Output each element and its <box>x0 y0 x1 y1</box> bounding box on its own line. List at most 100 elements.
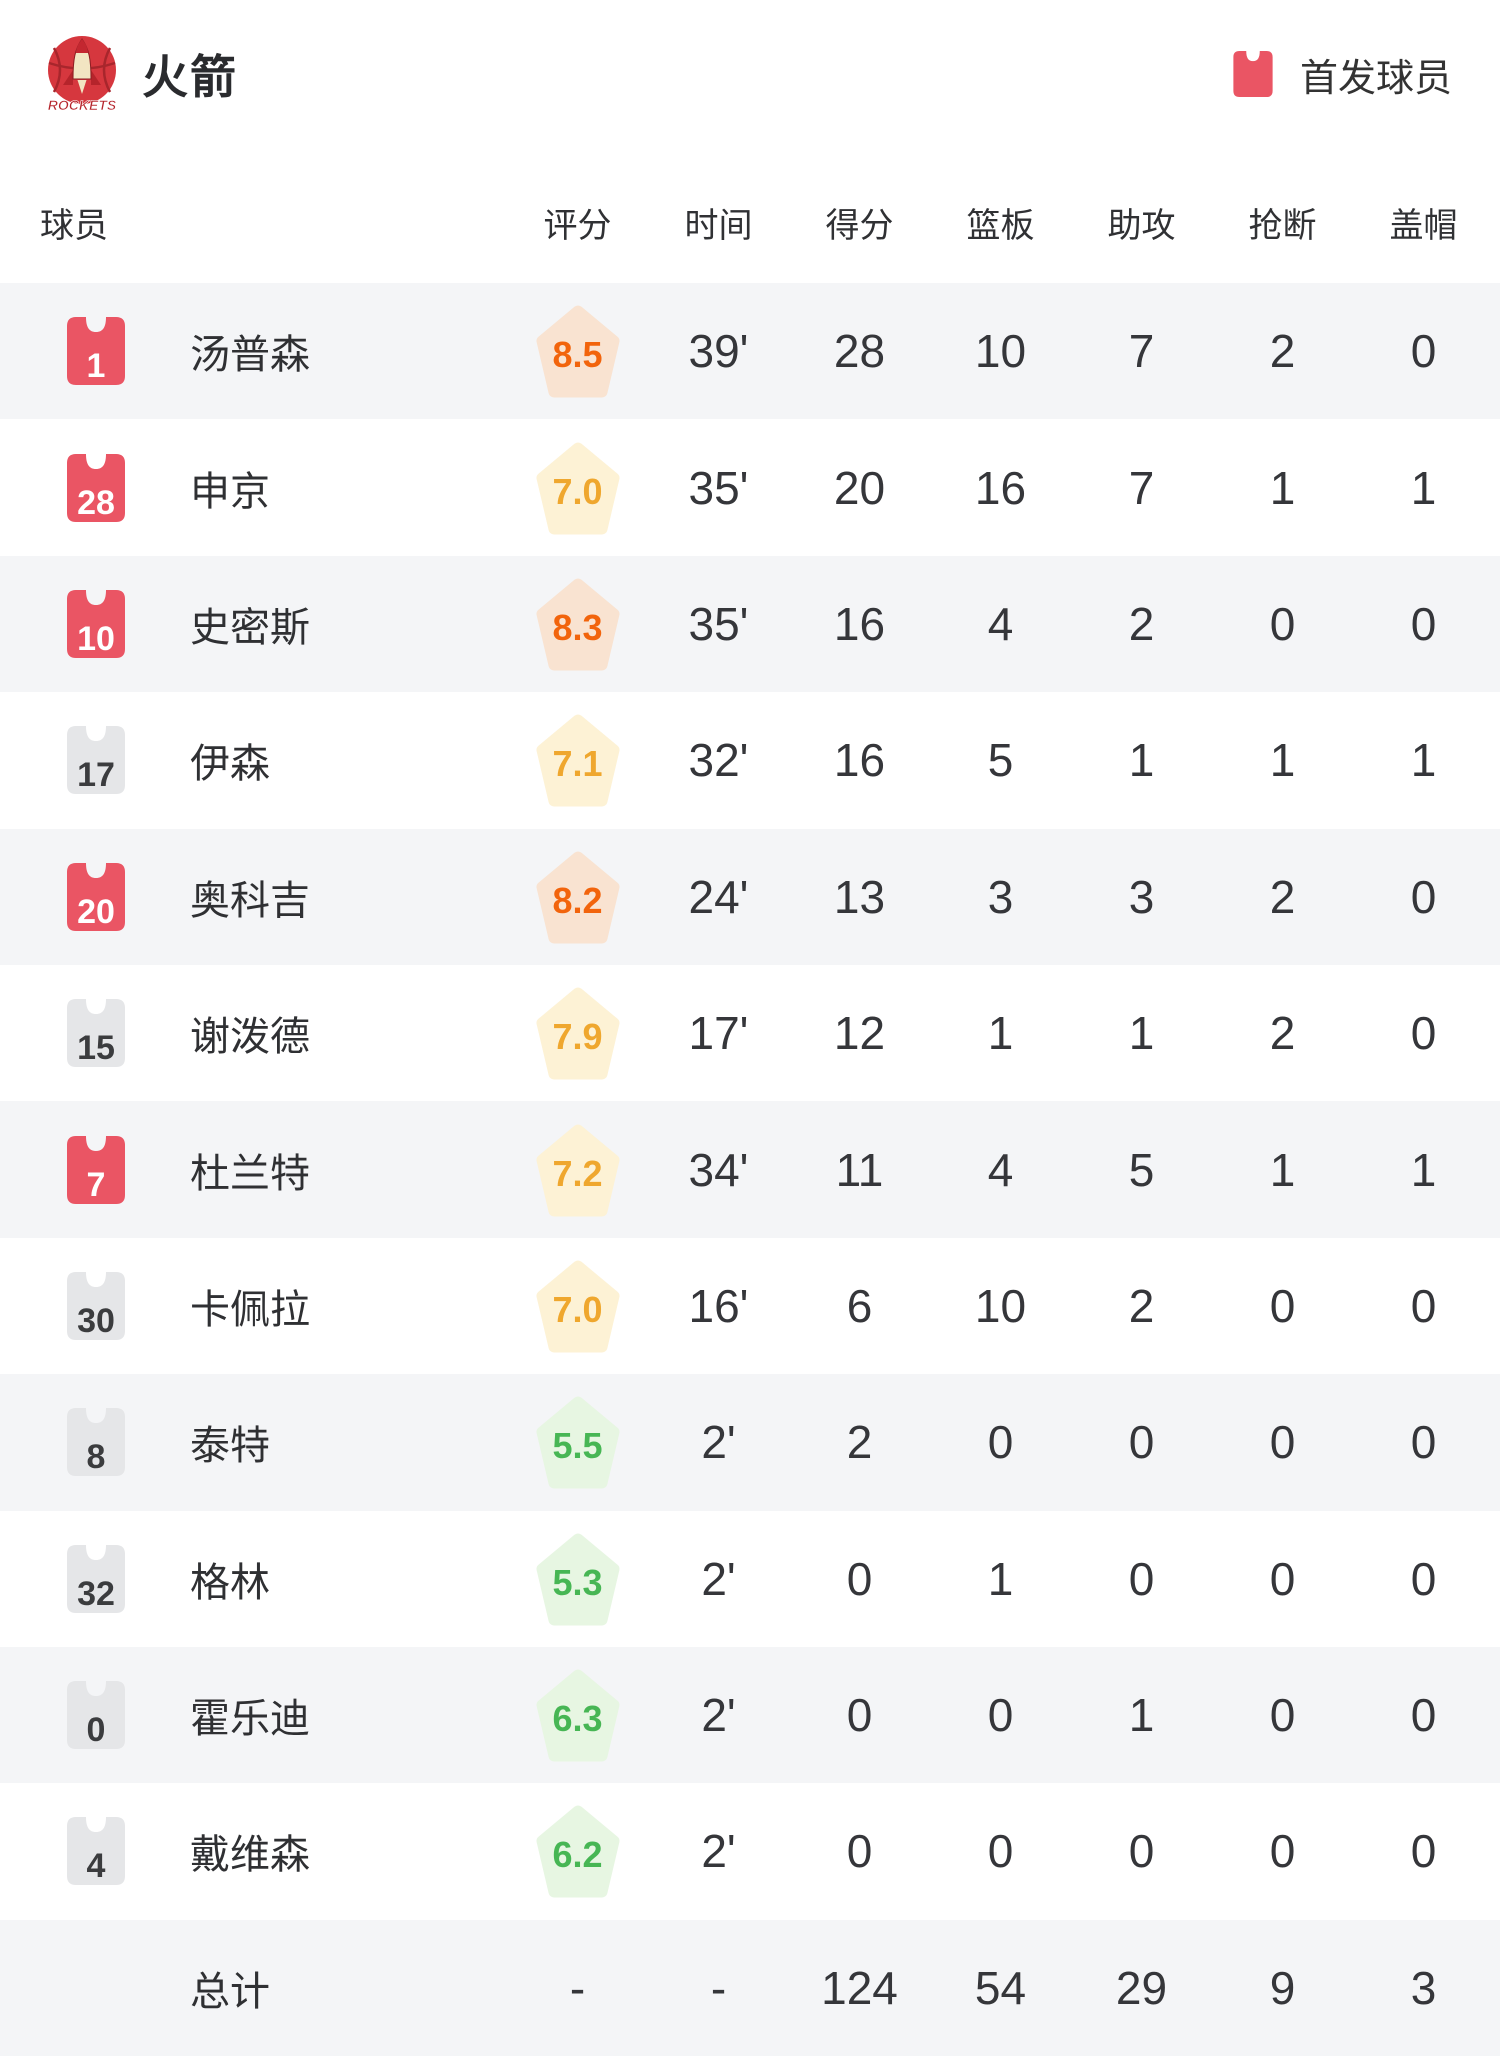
blocks-value: 0 <box>1410 1689 1437 1742</box>
player-name: 谢泼德 <box>190 1015 310 1060</box>
steals-value: 0 <box>1269 1689 1296 1742</box>
rebounds-value: 4 <box>987 597 1014 650</box>
player-cell: 20 奥科吉 <box>0 861 507 933</box>
assists-value: 1 <box>1128 734 1155 787</box>
player-row[interactable]: 4 戴维森 6.2 2' 0 0 0 0 0 <box>0 1783 1500 1919</box>
player-name: 杜兰特 <box>190 1151 310 1196</box>
player-cell: 0 霍乐迪 <box>0 1679 507 1751</box>
player-name: 史密斯 <box>190 605 310 650</box>
jersey-number: 32 <box>77 1574 115 1613</box>
player-name: 汤普森 <box>190 333 310 378</box>
jersey-icon: 20 <box>62 861 130 933</box>
rating-cell: 7.0 <box>507 441 648 535</box>
blocks-value: 1 <box>1410 1143 1437 1196</box>
points-value: 28 <box>833 325 886 378</box>
player-row[interactable]: 1 汤普森 8.5 39' 28 10 7 2 0 <box>0 283 1500 420</box>
player-row[interactable]: 20 奥科吉 8.2 24' 13 3 3 2 0 <box>0 828 1500 965</box>
steals-value: 1 <box>1269 734 1296 787</box>
player-row[interactable]: 10 史密斯 8.3 35' 16 4 2 0 0 <box>0 555 1500 693</box>
column-header-points: 得分 <box>825 207 894 245</box>
rating-value: 7.0 <box>552 1288 603 1330</box>
minutes-value: 2' <box>701 1552 736 1605</box>
player-row[interactable]: 7 杜兰特 7.2 34' 11 4 5 1 1 <box>0 1101 1500 1238</box>
minutes-value: 35' <box>688 597 749 650</box>
player-name: 申京 <box>190 469 270 514</box>
jersey-icon: 0 <box>62 1679 130 1751</box>
jersey-number: 7 <box>86 1165 106 1204</box>
total-rating: - <box>569 1961 586 2014</box>
player-name: 泰特 <box>190 1424 270 1469</box>
player-cell: 1 汤普森 <box>0 315 507 387</box>
rebounds-value: 16 <box>974 461 1027 514</box>
team-header: ROCKETS 火箭 <box>40 32 238 116</box>
table-header-row: 球员 评分 时间 得分 篮板 助攻 抢断 盖帽 <box>0 116 1500 283</box>
jersey-icon: 1 <box>62 315 130 387</box>
assists-value: 7 <box>1128 325 1155 378</box>
rebounds-value: 0 <box>987 1689 1014 1742</box>
total-points: 124 <box>821 1961 898 2014</box>
column-header-assists: 助攻 <box>1107 207 1176 245</box>
blocks-value: 0 <box>1410 1007 1437 1060</box>
jersey-number: 30 <box>77 1301 115 1340</box>
points-value: 12 <box>833 1007 886 1060</box>
rating-value: 7.0 <box>552 470 603 512</box>
rating-badge: 5.5 <box>536 1395 620 1489</box>
assists-value: 2 <box>1128 1279 1155 1332</box>
rating-cell: 8.5 <box>507 304 648 398</box>
assists-value: 0 <box>1128 1552 1155 1605</box>
player-row[interactable]: 8 泰特 5.5 2' 2 0 0 0 0 <box>0 1374 1500 1511</box>
total-assists: 29 <box>1115 1961 1168 2014</box>
steals-value: 0 <box>1269 597 1296 650</box>
blocks-value: 0 <box>1410 1279 1437 1332</box>
rockets-logo-text: ROCKETS <box>48 97 117 113</box>
player-row[interactable]: 28 申京 7.0 35' 20 16 7 1 1 <box>0 419 1500 555</box>
jersey-icon: 10 <box>62 588 130 660</box>
jersey-icon: 7 <box>62 1134 130 1206</box>
rating-badge: 7.0 <box>536 441 620 535</box>
steals-value: 0 <box>1269 1279 1296 1332</box>
player-name: 伊森 <box>190 742 270 787</box>
player-cell: 17 伊森 <box>0 724 507 796</box>
minutes-value: 2' <box>701 1416 736 1469</box>
total-blocks: 3 <box>1410 1961 1437 2014</box>
player-row[interactable]: 17 伊森 7.1 32' 16 5 1 1 1 <box>0 692 1500 828</box>
player-row[interactable]: 30 卡佩拉 7.0 16' 6 10 2 0 0 <box>0 1238 1500 1374</box>
rating-badge: 5.3 <box>536 1532 620 1626</box>
total-label-cell: 总计 <box>0 1959 507 2017</box>
rating-cell: 6.3 <box>507 1668 648 1762</box>
blocks-value: 0 <box>1410 1552 1437 1605</box>
minutes-value: 2' <box>701 1825 736 1878</box>
rating-badge: 7.9 <box>536 986 620 1080</box>
jersey-number: 1 <box>86 347 106 386</box>
player-cell: 28 申京 <box>0 452 507 524</box>
rating-cell: 5.5 <box>507 1395 648 1489</box>
assists-value: 2 <box>1128 597 1155 650</box>
jersey-number: 8 <box>86 1438 106 1477</box>
rating-value: 6.3 <box>552 1698 603 1740</box>
player-row[interactable]: 32 格林 5.3 2' 0 1 0 0 0 <box>0 1511 1500 1647</box>
rating-badge: 7.2 <box>536 1123 620 1217</box>
total-label: 总计 <box>190 1969 270 2014</box>
total-rebounds: 54 <box>974 1961 1027 2014</box>
rebounds-value: 0 <box>987 1416 1014 1469</box>
blocks-value: 0 <box>1410 325 1437 378</box>
player-row[interactable]: 0 霍乐迪 6.3 2' 0 0 1 0 0 <box>0 1646 1500 1784</box>
assists-value: 3 <box>1128 870 1155 923</box>
jersey-number: 28 <box>77 483 115 522</box>
rockets-logo-icon: ROCKETS <box>47 36 117 113</box>
rating-badge: 7.1 <box>536 713 620 807</box>
blocks-value: 0 <box>1410 1825 1437 1878</box>
rating-badge: 6.3 <box>536 1668 620 1762</box>
minutes-value: 16' <box>688 1279 749 1332</box>
rating-value: 7.9 <box>552 1016 603 1058</box>
points-value: 0 <box>846 1689 873 1742</box>
rebounds-value: 3 <box>987 870 1014 923</box>
points-value: 6 <box>846 1279 873 1332</box>
panel-header: ROCKETS 火箭 首发球员 <box>0 0 1500 116</box>
player-row[interactable]: 15 谢泼德 7.9 17' 12 1 1 2 0 <box>0 965 1500 1101</box>
steals-value: 0 <box>1269 1825 1296 1878</box>
rating-badge: 8.5 <box>536 304 620 398</box>
jersey-number: 4 <box>86 1847 106 1886</box>
column-header-rating: 评分 <box>543 207 612 245</box>
jersey-icon: 4 <box>62 1815 130 1887</box>
